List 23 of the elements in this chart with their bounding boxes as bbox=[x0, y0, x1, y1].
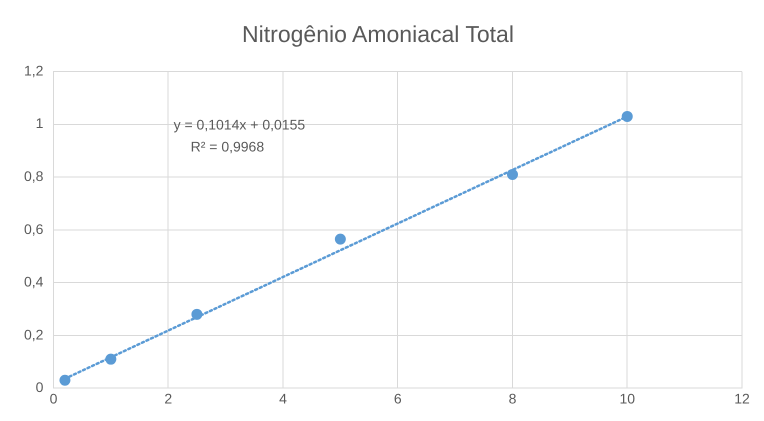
annotation: R² = 0,9968 bbox=[190, 138, 264, 154]
x-tick-label: 12 bbox=[734, 390, 750, 406]
chart-title: Nitrogênio Amoniacal Total bbox=[242, 21, 514, 48]
x-tick-label: 0 bbox=[50, 390, 58, 406]
y-tick-label: 0,2 bbox=[24, 326, 44, 342]
x-tick-label: 6 bbox=[394, 390, 402, 406]
point bbox=[191, 308, 202, 320]
point bbox=[334, 234, 346, 245]
y-tick-label: 0,4 bbox=[24, 274, 44, 290]
x-tick-label: 10 bbox=[619, 390, 636, 406]
x-tick-label: 8 bbox=[508, 390, 517, 406]
point bbox=[105, 354, 116, 365]
y-tick-label: 0,8 bbox=[24, 168, 44, 184]
y-tick-label: 1 bbox=[36, 115, 44, 132]
point bbox=[622, 110, 633, 122]
point bbox=[59, 374, 70, 386]
y-tick-label: 0 bbox=[36, 379, 44, 396]
point bbox=[506, 168, 518, 180]
y-tick-label: 1,2 bbox=[24, 62, 44, 78]
annotation: y = 0,1014x + 0,0155 bbox=[174, 116, 306, 132]
x-tick-label: 2 bbox=[164, 390, 172, 406]
y-tick-label: 0,6 bbox=[24, 220, 44, 237]
x-tick-label: 4 bbox=[279, 390, 288, 406]
